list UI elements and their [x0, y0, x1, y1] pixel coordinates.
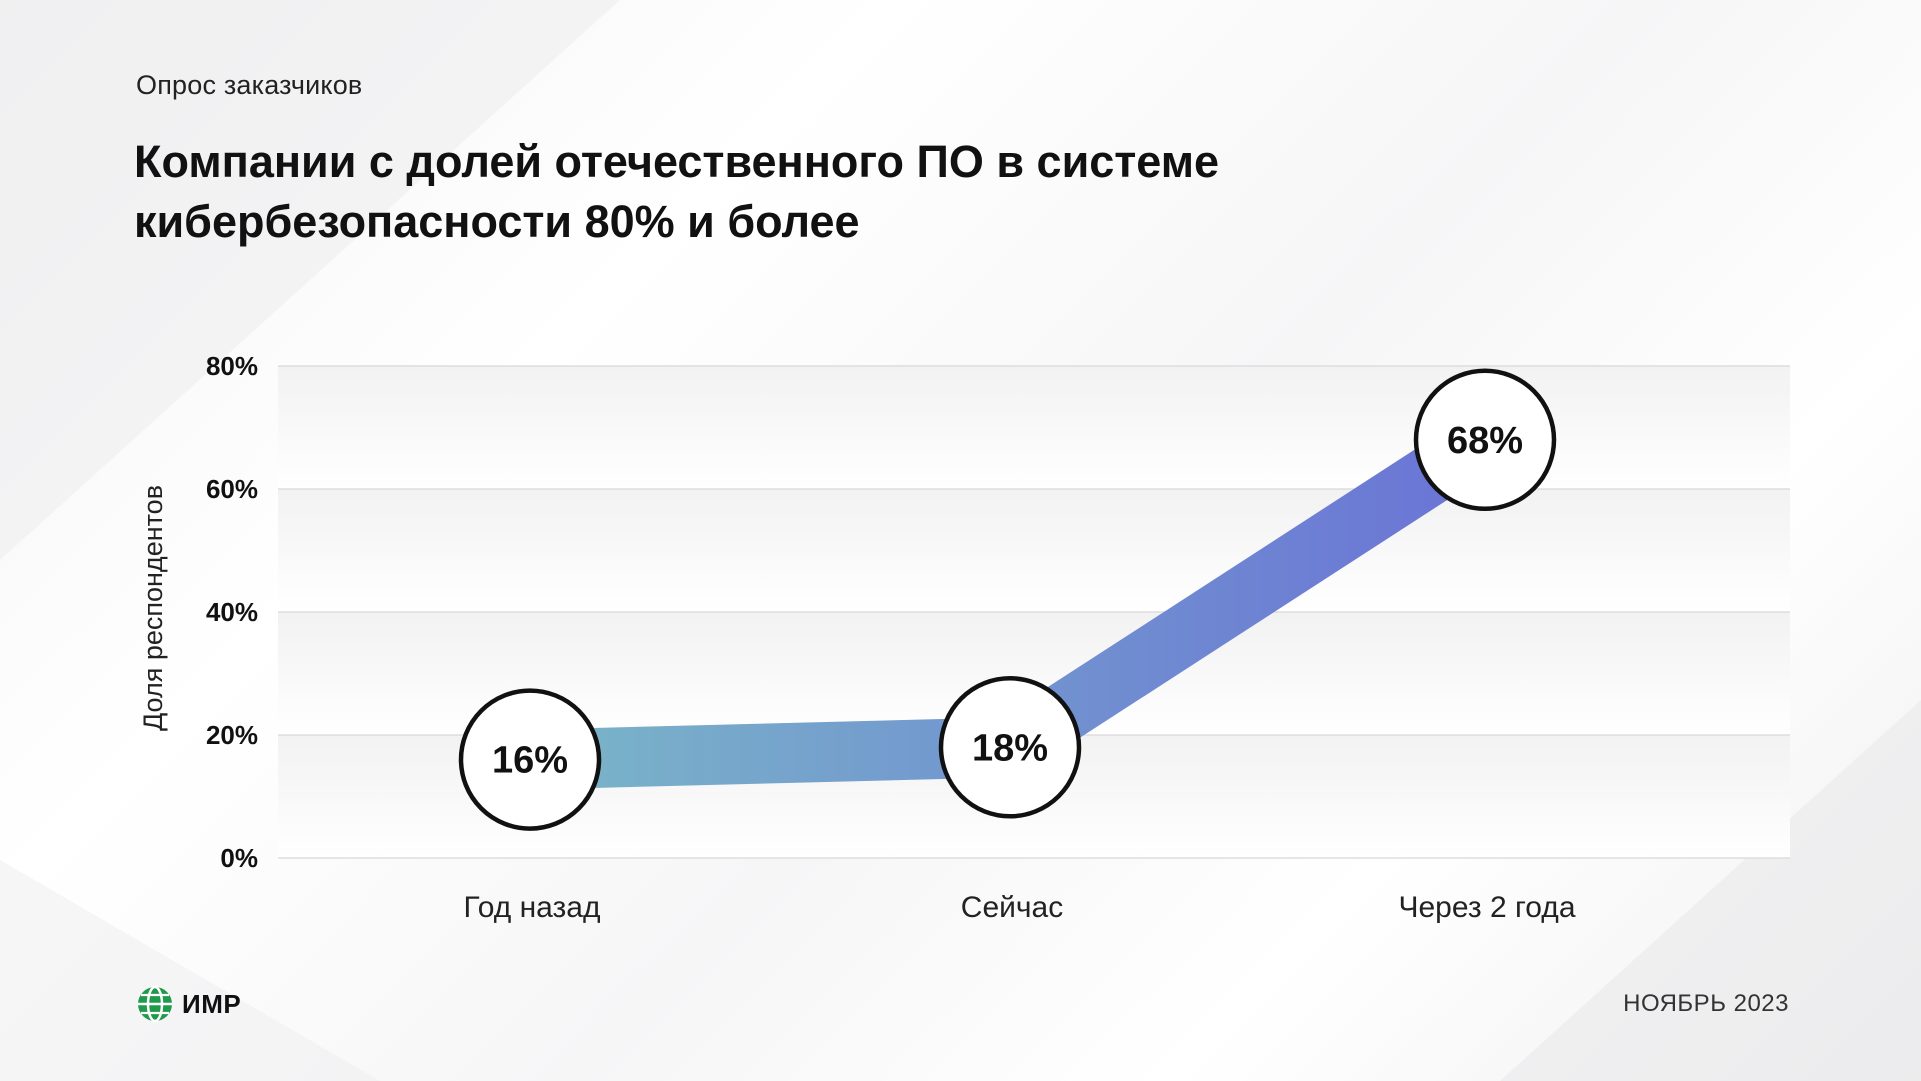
grid-band: [278, 366, 1790, 489]
y-tick-label: 40%: [206, 597, 258, 627]
y-tick-label: 60%: [206, 474, 258, 504]
footer-date: НОЯБРЬ 2023: [1623, 990, 1789, 1017]
kicker-text: Опрос заказчиков: [136, 70, 363, 100]
data-point-marker: [938, 676, 1082, 819]
data-label: 16%: [492, 740, 568, 782]
y-tick-label: 20%: [206, 720, 258, 750]
data-point-marker: [458, 688, 602, 831]
grid-band: [278, 489, 1790, 612]
data-label: 18%: [972, 727, 1048, 769]
y-axis-label: Доля респондентов: [138, 485, 168, 731]
globe-icon: [138, 985, 172, 1023]
y-tick-label: 80%: [206, 351, 258, 381]
x-tick-label: Сейчас: [961, 891, 1063, 924]
page-title: Компании с долей отечественного ПО в сис…: [134, 136, 1220, 247]
data-label: 68%: [1447, 420, 1523, 462]
y-tick-label: 0%: [220, 843, 258, 873]
x-tick-label: Год назад: [464, 891, 601, 924]
x-tick-label: Через 2 года: [1399, 891, 1576, 924]
data-point-marker: [1413, 368, 1557, 512]
footer-logo: ИМР: [136, 985, 242, 1023]
logo-text: ИМР: [182, 988, 242, 1019]
